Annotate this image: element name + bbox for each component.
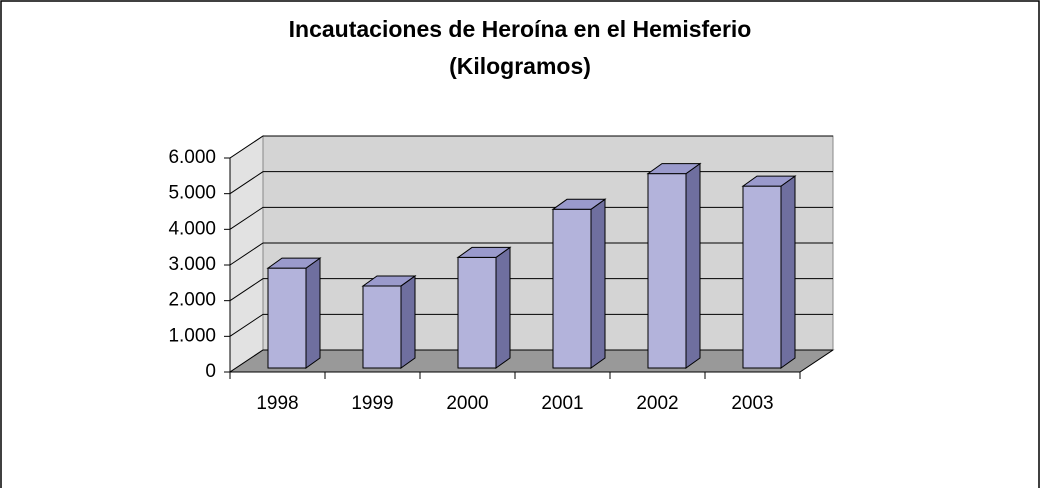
- floor-edge: [799, 349, 834, 373]
- bar-front: [267, 267, 307, 369]
- bar-front: [742, 185, 782, 369]
- grid-line: [229, 313, 833, 337]
- grid-line: [229, 206, 833, 230]
- bar-top: [551, 198, 607, 210]
- bar: [551, 198, 607, 369]
- bar: [741, 175, 797, 369]
- chart-subtitle: (Kilogramos): [449, 53, 591, 79]
- grid-line: [229, 171, 833, 195]
- bar: [266, 257, 322, 369]
- grid-line: [229, 278, 833, 302]
- bar-top: [266, 257, 322, 269]
- bar-side: [780, 175, 796, 369]
- grid-line: [229, 242, 833, 266]
- bar-front: [647, 173, 687, 369]
- grid-line: [229, 349, 833, 373]
- x-tick-label: 2003: [731, 393, 773, 414]
- bar-side: [305, 257, 321, 369]
- x-tick-label: 2000: [446, 393, 488, 414]
- bar: [456, 246, 512, 369]
- y-tick-label: 5.000: [168, 183, 216, 204]
- bar-side: [495, 246, 511, 369]
- bar-front: [457, 256, 497, 369]
- bar-front: [552, 208, 592, 369]
- bar-top: [741, 175, 797, 187]
- bar-top: [646, 163, 702, 175]
- bar: [646, 162, 702, 369]
- bar-top: [361, 275, 417, 287]
- y-tick-label: 0: [205, 361, 216, 382]
- bar: [361, 274, 417, 369]
- x-tick-label: 1998: [256, 393, 298, 414]
- bar-side: [400, 274, 416, 369]
- y-tick-label: 3.000: [168, 254, 216, 275]
- y-tick-label: 1.000: [168, 325, 216, 346]
- y-tick-label: 2.000: [168, 290, 216, 311]
- y-tick-label: 6.000: [168, 147, 216, 168]
- bar-side: [685, 162, 701, 369]
- bar-front: [362, 285, 402, 369]
- bar-side: [590, 198, 606, 369]
- x-tick-label: 2001: [541, 393, 583, 414]
- bar-top: [456, 246, 512, 258]
- x-tick-label: 2002: [636, 393, 678, 414]
- x-tick-label: 1999: [351, 393, 393, 414]
- grid-line: [229, 135, 833, 159]
- chart-title: Incautaciones de Heroína en el Hemisferi…: [289, 16, 752, 42]
- y-tick-label: 4.000: [168, 218, 216, 239]
